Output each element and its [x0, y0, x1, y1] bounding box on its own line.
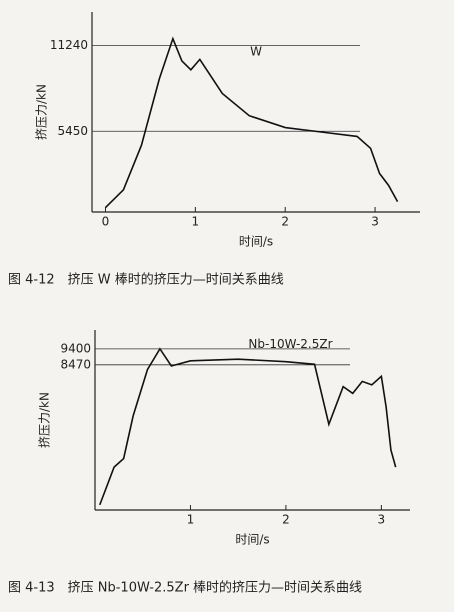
x-axis-label: 时间/s — [239, 235, 273, 249]
curve-label: W — [250, 45, 262, 59]
x-tick-label: 2 — [282, 513, 290, 527]
x-axis-label: 时间/s — [235, 533, 269, 547]
curve — [99, 347, 397, 506]
y-tick-label: 11240 — [50, 38, 88, 52]
x-tick-label: 1 — [187, 513, 195, 527]
x-tick-label: 3 — [378, 513, 386, 527]
y-axis-label: 挤压力/kN — [37, 392, 52, 448]
caption: 图 4-12 挤压 W 棒时的挤压力—时间关系曲线 — [8, 272, 284, 288]
y-axis-label: 挤压力/kN — [34, 84, 49, 140]
x-tick-label: 0 — [102, 215, 110, 229]
curve-label: Nb-10W-2.5Zr — [248, 337, 332, 351]
x-tick-label: 1 — [192, 215, 200, 229]
y-tick-label: 9400 — [60, 341, 91, 355]
curve — [104, 36, 399, 209]
x-tick-label: 2 — [281, 215, 289, 229]
y-tick-label: 5450 — [57, 124, 88, 138]
y-tick-label: 8470 — [60, 357, 91, 371]
caption: 图 4-13 挤压 Nb-10W-2.5Zr 棒时的挤压力—时间关系曲线 — [8, 580, 362, 596]
x-tick-label: 3 — [371, 215, 379, 229]
